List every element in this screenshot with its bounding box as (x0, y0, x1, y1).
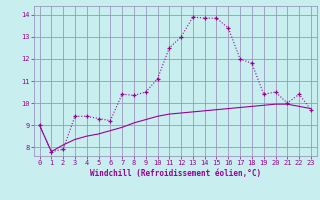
X-axis label: Windchill (Refroidissement éolien,°C): Windchill (Refroidissement éolien,°C) (90, 169, 261, 178)
